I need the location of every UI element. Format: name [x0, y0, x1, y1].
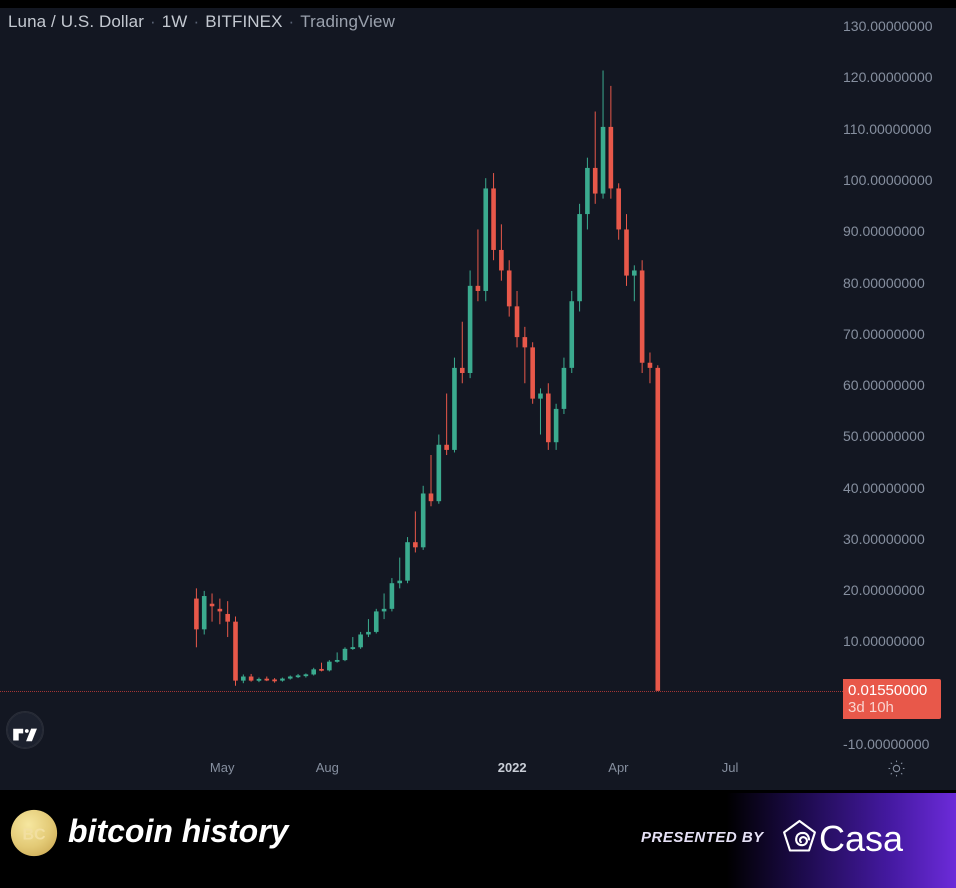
svg-text:BC: BC [22, 827, 46, 844]
svg-text:Casa: Casa [819, 818, 904, 859]
